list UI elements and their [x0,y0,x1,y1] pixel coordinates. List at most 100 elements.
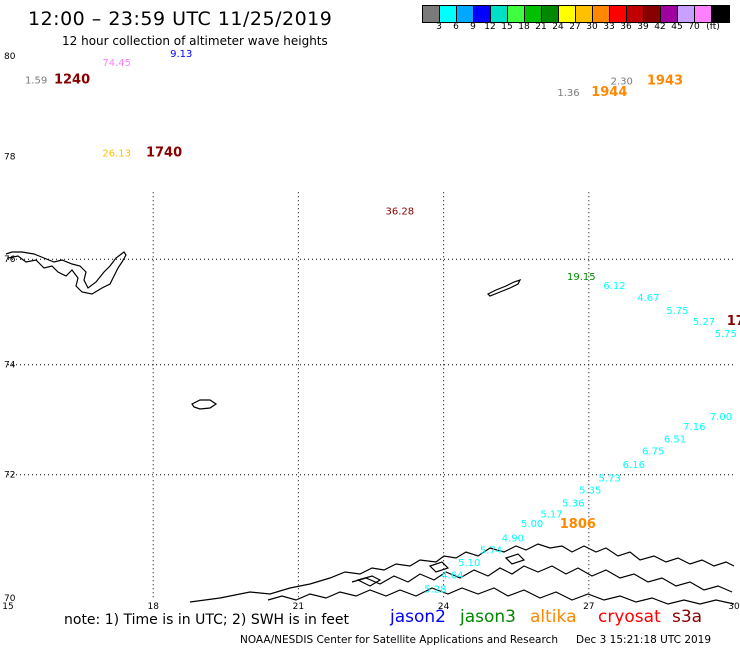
pass-time-label: 1943 [647,73,683,88]
wave-height-value: 5.10 [458,558,480,569]
pass-time-label: 17 [727,314,740,329]
wave-height-value: 4.67 [637,293,659,304]
coastal-island-2 [428,561,450,573]
legend-s3a: s3a [672,607,703,627]
color-scale-label: 42 [654,22,666,32]
wave-height-value: 5.75 [715,329,737,340]
norway-islands [267,587,735,605]
wave-height-value: 5.73 [598,474,620,485]
lon-tick-label: 18 [147,602,159,612]
color-swatch-5 [508,6,525,22]
color-swatch-10 [593,6,610,22]
wave-height-value: 4.35 [61,0,83,3]
color-swatch-7 [542,6,559,22]
wave-height-value: 4.64 [441,570,463,581]
bear-island [191,399,218,410]
color-swatch-16 [695,6,712,22]
lat-tick-label: 74 [4,361,16,371]
wave-height-value: 4.90 [502,533,524,544]
wave-height-value: 2.30 [611,76,633,87]
color-scale-label: 24 [552,22,564,32]
svalbard-coastline [5,251,127,295]
color-scale-label: 21 [535,22,547,32]
wave-height-value: 7.00 [710,412,732,423]
color-scale-label: 18 [518,22,530,32]
pass-time-label: 1240 [54,72,90,87]
color-scale-label: 36 [620,22,632,32]
footer-timestamp: Dec 3 15:21:18 UTC 2019 [576,634,712,646]
grid-lines [8,192,734,598]
wave-height-value: 5.17 [540,509,562,520]
wave-height-value: 5.35 [579,486,601,497]
color-scale-label: 6 [453,22,459,32]
wave-height-value: 5.36 [562,498,584,509]
color-swatch-8 [559,6,576,22]
wave-height-value: 5.75 [666,306,688,317]
lat-tick-label: 76 [4,255,16,265]
wave-height-value: 9.13 [170,49,192,60]
wave-height-labels: 1.59 1240 74.45 9.13 2.30 1943 1.36 1944 26.13 17… [25,0,740,595]
color-swatch-1 [440,6,457,22]
color-scale-label: 15 [501,22,513,32]
legend-cryosat: cryosat [598,607,661,627]
color-swatch-12 [627,6,644,22]
color-scale-label: 39 [637,22,649,32]
lat-tick-label: 80 [4,52,16,62]
wave-height-value: 5.28 [424,584,446,595]
wave-height-value: 5.74 [480,546,502,557]
wave-height-value: 36.28 [386,206,415,217]
color-scale-label: 27 [569,22,581,32]
coastal-island-1 [356,575,382,587]
coastal-island-3 [504,553,526,565]
pass-time-label: 1918 [114,0,150,4]
color-scale-label: 9 [470,22,476,32]
lon-tick-label: 30 [728,602,740,612]
wave-height-value: 4.13 [407,0,429,3]
hopen-island [486,278,522,297]
footer-credit: NOAA/NESDIS Center for Satellite Applica… [240,634,712,646]
color-scale-label: 45 [671,22,683,32]
color-scale-label: 70 [688,22,700,32]
pass-time-label: 1740 [146,146,182,161]
norway-fjords [351,565,733,593]
lat-tick-label: 70 [4,594,16,604]
wave-height-value: 6.75 [642,446,664,457]
color-scale-label: 3 [436,22,442,32]
lon-tick-label: 24 [438,602,450,612]
color-swatch-2 [457,6,474,22]
wave-height-value: 74.45 [102,58,131,69]
wave-height-value: 4.76 [30,0,52,3]
coastline [5,251,735,605]
color-swatch-3 [474,6,491,22]
color-swatch-15 [678,6,695,22]
color-scale-bar [422,5,730,23]
wave-height-value: 4.34 [44,0,66,3]
color-scale-label: 12 [484,22,496,32]
color-scale-label: 33 [603,22,615,32]
color-swatch-13 [644,6,661,22]
wave-height-value: 1.59 [25,75,47,86]
footer-note: note: 1) Time is in UTC; 2) SWH is in fe… [64,612,350,628]
color-swatch-0 [423,6,440,22]
lat-tick-label: 78 [4,153,16,163]
wave-height-value: 19.15 [567,272,596,283]
pass-time-label: 1944 [591,85,627,100]
legend-jason2: jason2 [390,607,446,627]
axis-tick-labels: 15 18 21 24 27 30 80 78 76 74 72 70 [2,52,740,612]
color-scale-label: 30 [586,22,598,32]
lat-tick-label: 72 [4,471,15,481]
lon-tick-label: 27 [583,602,594,612]
wave-height-value: 5.00 [521,519,543,530]
legend-jason3: jason3 [460,607,516,627]
color-swatch-17 [712,6,729,22]
color-scale-labels: 3 6 9 12 15 18 21 24 27 30 33 36 39 42 45 70 (ft) [422,22,740,34]
wave-height-value: 6.51 [664,435,686,446]
wave-height-value: 1.36 [557,88,579,99]
lon-tick-label: 15 [2,602,13,612]
wave-height-value: 7.16 [683,422,705,433]
wave-height-value: 6.16 [623,460,645,471]
lon-tick-label: 21 [293,602,304,612]
color-swatch-14 [661,6,678,22]
color-swatch-9 [576,6,593,22]
